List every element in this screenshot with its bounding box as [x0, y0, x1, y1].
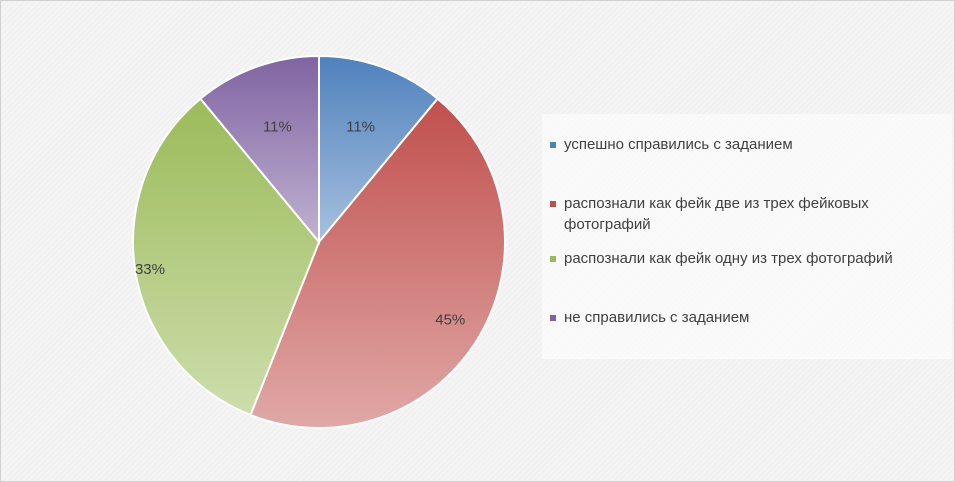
- legend-label: успешно справились с заданием: [564, 136, 793, 153]
- legend: успешно справились с заданием распознали…: [542, 114, 952, 359]
- slice-data-label: 11%: [263, 118, 292, 135]
- legend-item: распознали как фейк одну из трех фотогра…: [550, 248, 893, 269]
- legend-item: распознали как фейк две из трех фейковых…: [550, 193, 949, 235]
- legend-swatch: [550, 201, 556, 207]
- pie-slice: [249, 97, 506, 429]
- slice-data-label: 11%: [346, 118, 375, 135]
- slice-data-label: 33%: [135, 261, 165, 278]
- legend-item: успешно справились с заданием: [550, 134, 793, 155]
- legend-label: не справились с заданием: [564, 309, 750, 326]
- pie-slice: [318, 54, 439, 245]
- legend-swatch: [550, 256, 556, 262]
- slice-data-label: 45%: [435, 312, 465, 329]
- pie-slice: [199, 54, 320, 245]
- legend-swatch: [550, 315, 556, 321]
- legend-item: не справились с заданием: [550, 307, 749, 328]
- legend-label: распознали как фейк одну из трех фотогра…: [564, 250, 893, 267]
- pie-slice: [132, 97, 321, 417]
- legend-swatch: [550, 142, 556, 148]
- legend-label: распознали как фейк две из трех фейковых…: [564, 195, 869, 233]
